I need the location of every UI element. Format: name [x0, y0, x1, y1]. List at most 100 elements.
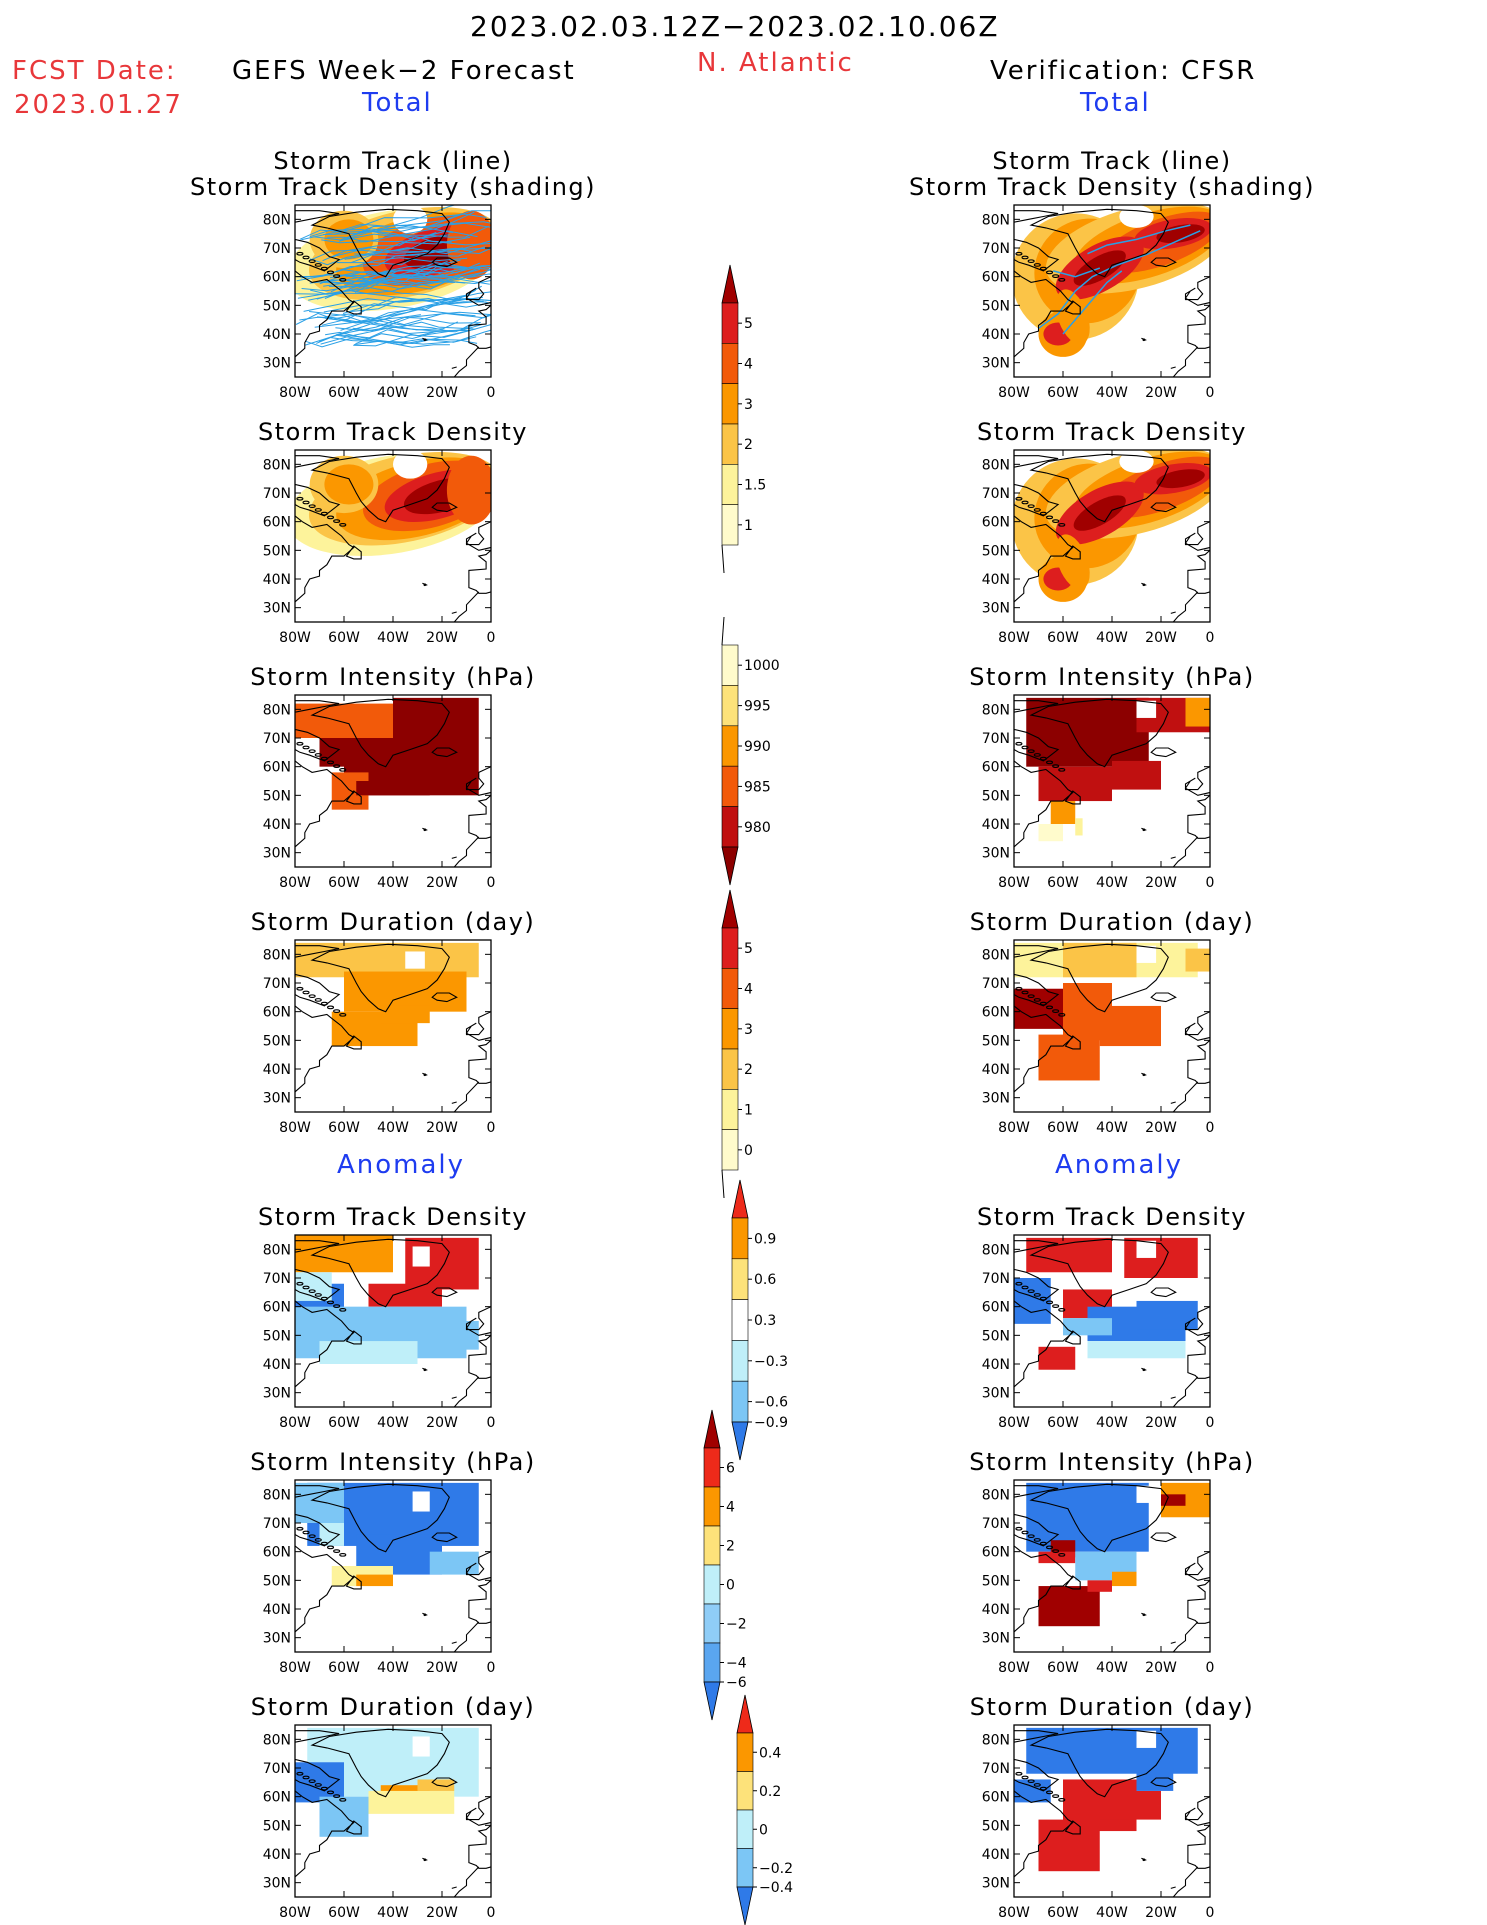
grid-cell-shading: [295, 703, 406, 738]
density-shading: [1156, 224, 1205, 244]
lat-tick-label: 40N: [982, 1357, 1010, 1373]
region-title: N. Atlantic: [697, 48, 854, 78]
storm-track-lines: [1038, 224, 1201, 335]
grid-cell-shading: [1136, 1730, 1157, 1748]
lon-tick-label: 60W: [328, 630, 360, 646]
colorbar-segment: [703, 1603, 721, 1644]
lat-tick-label: 80N: [263, 1732, 291, 1748]
lon-tick-label: 80W: [998, 630, 1030, 646]
colorbar-top-triangle: [703, 1409, 721, 1449]
storm-track: [301, 275, 455, 292]
grid-cell-shading: [368, 1790, 455, 1814]
colorbar-duration: 5 4 3 2 1 0: [721, 889, 753, 1199]
colorbar-segment: [721, 685, 739, 727]
colorbar-segment: [721, 1048, 739, 1090]
density-shading: [393, 450, 428, 479]
grid-cell-shading: [1075, 818, 1083, 836]
storm-track: [309, 228, 478, 241]
lat-tick-label: 60N: [982, 515, 1010, 531]
colorbar-bottom-triangle: [703, 1681, 721, 1721]
map-area: 80N 70N 60N 50N 40N 30N 80W 60W 40W 20W 0: [263, 1724, 495, 1921]
lon-tick-label: 0: [1206, 875, 1215, 891]
lon-tick-label: 80W: [279, 1120, 311, 1136]
colorbar-segment: [736, 1732, 754, 1772]
lon-tick-label: 40W: [1096, 385, 1128, 401]
lat-tick-label: 30N: [263, 356, 291, 372]
lat-tick-label: 30N: [982, 1876, 1010, 1892]
lon-tick-label: 60W: [1047, 385, 1079, 401]
total-label-forecast: Total: [362, 88, 433, 118]
lat-tick-label: 60N: [263, 760, 291, 776]
lat-tick-label: 70N: [263, 1516, 291, 1532]
colorbar-bottom-triangle: [721, 846, 739, 886]
colorbar-layer: 5 4 3 2 1.5 1 1000 995 990 985 980 5 4 3 2 1 0 0.9 0.6 0.3 −…: [703, 264, 793, 1925]
colorbar-label: 995: [744, 699, 771, 715]
colorbar-label: −0.6: [754, 1395, 788, 1411]
forecast-title: GEFS Week−2 Forecast: [232, 56, 576, 86]
lat-tick-label: 50N: [263, 1818, 291, 1834]
colorbar-label: −0.9: [754, 1415, 788, 1431]
grid-cell-shading: [405, 951, 425, 969]
lat-tick-label: 30N: [263, 1091, 291, 1107]
lat-tick-label: 80N: [982, 1242, 1010, 1258]
storm-track: [330, 247, 491, 258]
lon-tick-label: 20W: [426, 1905, 458, 1921]
panel-fc-density: Storm Track Density 80N 70N 60N 50N 40N 30N 80W…: [258, 418, 526, 646]
colorbar-label: 4: [744, 357, 753, 373]
storm-track: [317, 316, 449, 332]
lon-tick-label: 40W: [1096, 630, 1128, 646]
colorbar-top-tick: [721, 616, 725, 646]
lat-tick-label: 30N: [263, 601, 291, 617]
colorbar-segment: [721, 806, 739, 848]
panel-title: Storm Track Density: [258, 1203, 528, 1231]
storm-track: [319, 272, 482, 288]
colorbar-bottom-tick: [721, 544, 725, 574]
grid-cell-shading: [368, 1283, 442, 1307]
panel-title: Storm Track (line): [992, 147, 1231, 175]
lat-tick-label: 60N: [982, 1005, 1010, 1021]
coastlines: [295, 943, 491, 1112]
colorbar-anom-duration: 0.4 0.2 0 −0.2 −0.4: [736, 1694, 793, 1925]
lat-tick-label: 40N: [982, 817, 1010, 833]
lon-tick-label: 60W: [328, 875, 360, 891]
lat-tick-label: 80N: [982, 1487, 1010, 1503]
lat-tick-label: 70N: [263, 1761, 291, 1777]
lon-tick-label: 40W: [1096, 1120, 1128, 1136]
lon-tick-label: 20W: [1145, 1415, 1177, 1431]
colorbar-label: −0.2: [759, 1861, 793, 1877]
map-area: 80N 70N 60N 50N 40N 30N 80W 60W 40W 20W 0: [982, 1479, 1214, 1676]
lat-tick-label: 70N: [263, 241, 291, 257]
lon-tick-label: 80W: [998, 385, 1030, 401]
lat-tick-label: 60N: [263, 270, 291, 286]
lat-tick-label: 40N: [982, 327, 1010, 343]
grid-cell-shading: [1099, 1005, 1161, 1047]
lon-tick-label: 20W: [426, 1415, 458, 1431]
lon-tick-label: 20W: [426, 1660, 458, 1676]
lon-tick-label: 80W: [279, 1415, 311, 1431]
lat-tick-label: 50N: [263, 788, 291, 804]
colorbar-label: 0.6: [754, 1272, 776, 1288]
colorbar-label: 1.5: [744, 478, 766, 494]
lon-tick-label: 80W: [279, 630, 311, 646]
storm-track: [325, 328, 477, 345]
lat-tick-label: 30N: [982, 356, 1010, 372]
colorbar-label: 0.3: [754, 1313, 776, 1329]
colorbar-label: 2: [744, 1062, 753, 1078]
density-shading: [1055, 534, 1090, 590]
lon-tick-label: 0: [1206, 630, 1215, 646]
lat-tick-label: 30N: [263, 1386, 291, 1402]
lat-tick-label: 80N: [263, 947, 291, 963]
panel-fc-intensity: Storm Intensity (hPa)80N70N60N50N40N30N8…: [250, 663, 534, 891]
lon-tick-label: 20W: [1145, 875, 1177, 891]
panel-vf-duration: Storm Duration (day)80N70N60N50N40N30N80…: [970, 908, 1253, 1136]
grid-cell-shading: [1185, 697, 1210, 727]
lat-tick-label: 50N: [982, 543, 1010, 559]
colorbar-segment: [721, 1089, 739, 1130]
lat-tick-label: 80N: [982, 212, 1010, 228]
lat-tick-label: 60N: [982, 1790, 1010, 1806]
lat-tick-label: 80N: [263, 1487, 291, 1503]
storm-track: [323, 297, 484, 313]
lat-tick-label: 30N: [982, 601, 1010, 617]
grid-cell-shading: [1136, 1300, 1198, 1330]
lon-tick-label: 0: [487, 630, 496, 646]
